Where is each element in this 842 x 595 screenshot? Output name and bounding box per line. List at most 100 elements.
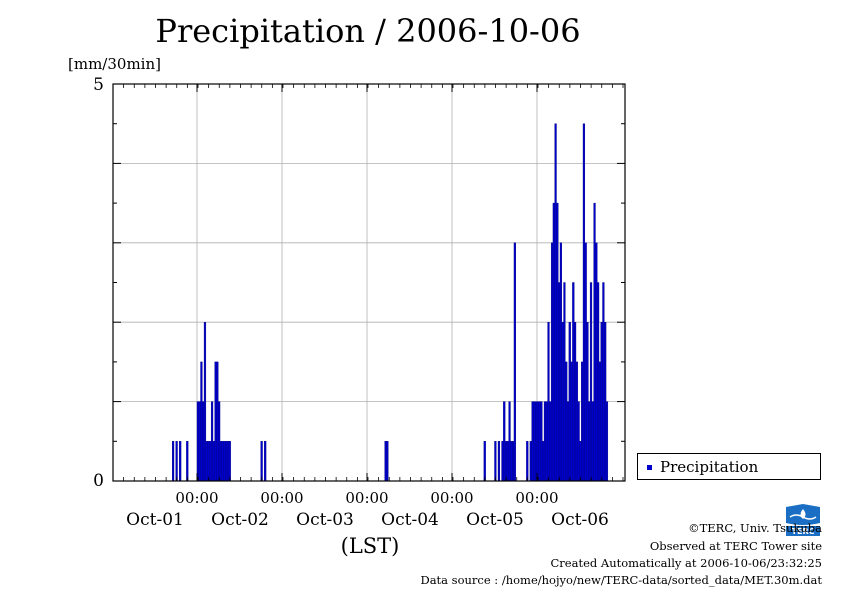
x-tick-date-label: Oct-01 [126,510,184,530]
created-text: Created Automatically at 2006-10-06/23:3… [550,556,823,570]
precipitation-bar [577,401,580,482]
precipitation-bar [179,441,182,482]
legend-label: Precipitation [660,458,759,476]
precipitation-bar [559,242,562,482]
precipitation-bar [572,282,575,482]
precipitation-bar [552,202,555,482]
precipitation-bar [547,322,550,482]
precipitation-bar [545,401,548,482]
precipitation-bar [604,322,607,482]
precipitation-bar [540,401,543,482]
precipitation-bar [579,441,582,482]
y-axis-unit: [mm/30min] [68,55,161,73]
x-tick-time-label: 00:00 [515,489,559,507]
x-tick-date-label: Oct-03 [296,510,354,530]
precipitation-bar [202,401,205,482]
x-tick-time-label: 00:00 [430,489,474,507]
precipitation-bar [512,441,515,482]
precipitation-bar [529,441,532,482]
precipitation-bar [175,441,178,482]
precipitation-bar [558,282,561,482]
precipitation-bar [573,322,577,482]
precipitation-bar [526,441,529,482]
precipitation-bar [225,441,228,482]
precipitation-bar [264,441,267,482]
precipitation-bar [588,401,591,482]
precipitation-bar [216,361,219,482]
precipitation-bar [561,322,564,482]
precipitation-bar [538,401,541,482]
precipitation-bar [602,282,605,482]
precipitation-bar [226,441,230,482]
precipitation-bar [386,441,389,482]
y-tick-label-max: 5 [93,75,104,95]
precipitation-bar [203,322,207,482]
x-tick-date-label: Oct-06 [551,510,609,530]
precipitation-bar [503,401,506,482]
precipitation-bar [513,242,516,482]
logo-text: TERC [792,527,815,536]
precipitation-bar [504,441,508,482]
precipitation-bar [605,401,609,482]
precipitation-bar [198,401,201,482]
precipitation-bar [172,441,175,482]
precipitation-bar [598,361,601,482]
precipitation-bar [196,401,199,482]
observed-text: Observed at TERC Tower site [649,539,822,553]
legend-swatch [647,465,652,470]
precipitation-bar [584,242,587,482]
precipitation-bar [550,242,554,482]
precipitation-bar [570,361,573,482]
x-tick-time-label: 00:00 [260,489,304,507]
legend: Precipitation [637,453,821,480]
precipitation-bar [568,322,571,482]
precipitation-bar [535,401,538,482]
precipitation-bar [510,441,513,482]
chart-title: Precipitation / 2006-10-06 [155,12,581,50]
precipitation-bars [172,123,609,482]
precipitation-bar [563,282,566,482]
precipitation-bar [556,202,559,482]
precipitation-bar [483,441,486,482]
precipitation-bar [595,242,598,482]
precipitation-bar [600,322,603,482]
x-tick-date-label: Oct-05 [466,510,524,530]
x-tick-time-label: 00:00 [345,489,389,507]
precipitation-bar [207,441,210,482]
precipitation-bar [228,441,231,482]
precipitation-bar [531,401,534,482]
precipitation-bar [384,441,387,482]
precipitation-bar [186,441,189,482]
precipitation-bar [200,361,203,482]
precipitation-bar [591,401,594,482]
precipitation-bar [575,361,578,482]
precipitation-bar [210,401,214,482]
precipitation-bar [205,441,208,482]
terc-logo: TERC [784,503,822,537]
precipitation-bar [497,441,501,482]
axis-ticks [112,83,625,482]
precipitation-bar [586,322,589,482]
precipitation-bar [223,441,226,482]
y-tick-label-min: 0 [93,471,104,491]
x-tick-date-label: Oct-04 [381,510,439,530]
precipitation-bar [554,123,557,482]
precipitation-bar [506,441,509,482]
precipitation-bar [218,401,221,482]
precipitation-bar [533,401,536,482]
precipitation-bar [549,401,552,482]
precipitation-bar [582,123,586,482]
precipitation-bar [214,361,217,482]
copyright-text: ©TERC, Univ. Tsukuba [688,521,822,535]
x-tick-time-label: 00:00 [175,489,219,507]
precipitation-bar [212,441,215,482]
precipitation-bar [501,441,504,482]
precipitation-bar [543,401,547,482]
precipitation-bar [209,441,212,482]
precipitation-bar [221,441,224,482]
precipitation-bar [536,401,539,482]
precipitation-bar [494,441,497,482]
precipitation-bar [581,361,584,482]
